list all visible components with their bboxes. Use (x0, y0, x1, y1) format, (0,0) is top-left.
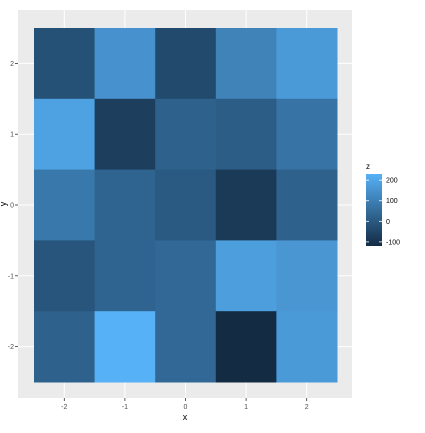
heatmap-tile (95, 28, 156, 99)
heatmap-tile (276, 170, 337, 241)
heatmap-tile (95, 311, 156, 382)
x-tick-label: 2 (305, 404, 309, 411)
legend-tick-label: 200 (386, 178, 398, 185)
heatmap-tile (216, 28, 277, 99)
heatmap-tile (276, 28, 337, 99)
heatmap-tile (216, 240, 277, 311)
y-tick-label: -1 (8, 273, 14, 280)
x-axis: -2 -1 0 1 2 (61, 398, 309, 411)
y-axis: 2 1 0 -1 -2 (8, 61, 18, 351)
heatmap-tile (34, 28, 95, 99)
legend-tick-label: -100 (386, 239, 400, 246)
heatmap-tile (276, 311, 337, 382)
heatmap-tile (216, 170, 277, 241)
heatmap-tile (216, 311, 277, 382)
heatmap-tile (95, 240, 156, 311)
x-tick-label: -1 (122, 404, 128, 411)
heatmap-tile (34, 311, 95, 382)
heatmap-tile (34, 170, 95, 241)
legend-tick-label: 100 (386, 198, 398, 205)
heatmap-tile (95, 99, 156, 170)
heatmap-tile (34, 240, 95, 311)
heatmap-tile (155, 240, 216, 311)
x-tick-label: 1 (244, 404, 248, 411)
heatmap-tiles (34, 28, 338, 383)
heatmap-tile (155, 311, 216, 382)
legend-title: z (366, 162, 370, 171)
legend-colorbar (366, 174, 382, 246)
heatmap-tile (155, 170, 216, 241)
y-tick-label: 1 (10, 132, 14, 139)
y-tick-label: 0 (10, 203, 14, 210)
y-tick-label: -2 (8, 344, 14, 351)
y-tick-label: 2 (10, 61, 14, 68)
heatmap-tile (276, 240, 337, 311)
heatmap-tile (34, 99, 95, 170)
heatmap-tile (95, 170, 156, 241)
x-tick-label: -2 (61, 404, 67, 411)
heatmap-tile (216, 99, 277, 170)
y-axis-title: y (0, 201, 8, 206)
color-legend: z 200 100 0 -100 (366, 162, 400, 246)
x-axis-title: x (183, 412, 188, 422)
heatmap-tile (155, 28, 216, 99)
heatmap-tile (155, 99, 216, 170)
heatmap-tile (276, 99, 337, 170)
x-tick-label: 0 (184, 404, 188, 411)
legend-tick-label: 0 (386, 219, 390, 226)
